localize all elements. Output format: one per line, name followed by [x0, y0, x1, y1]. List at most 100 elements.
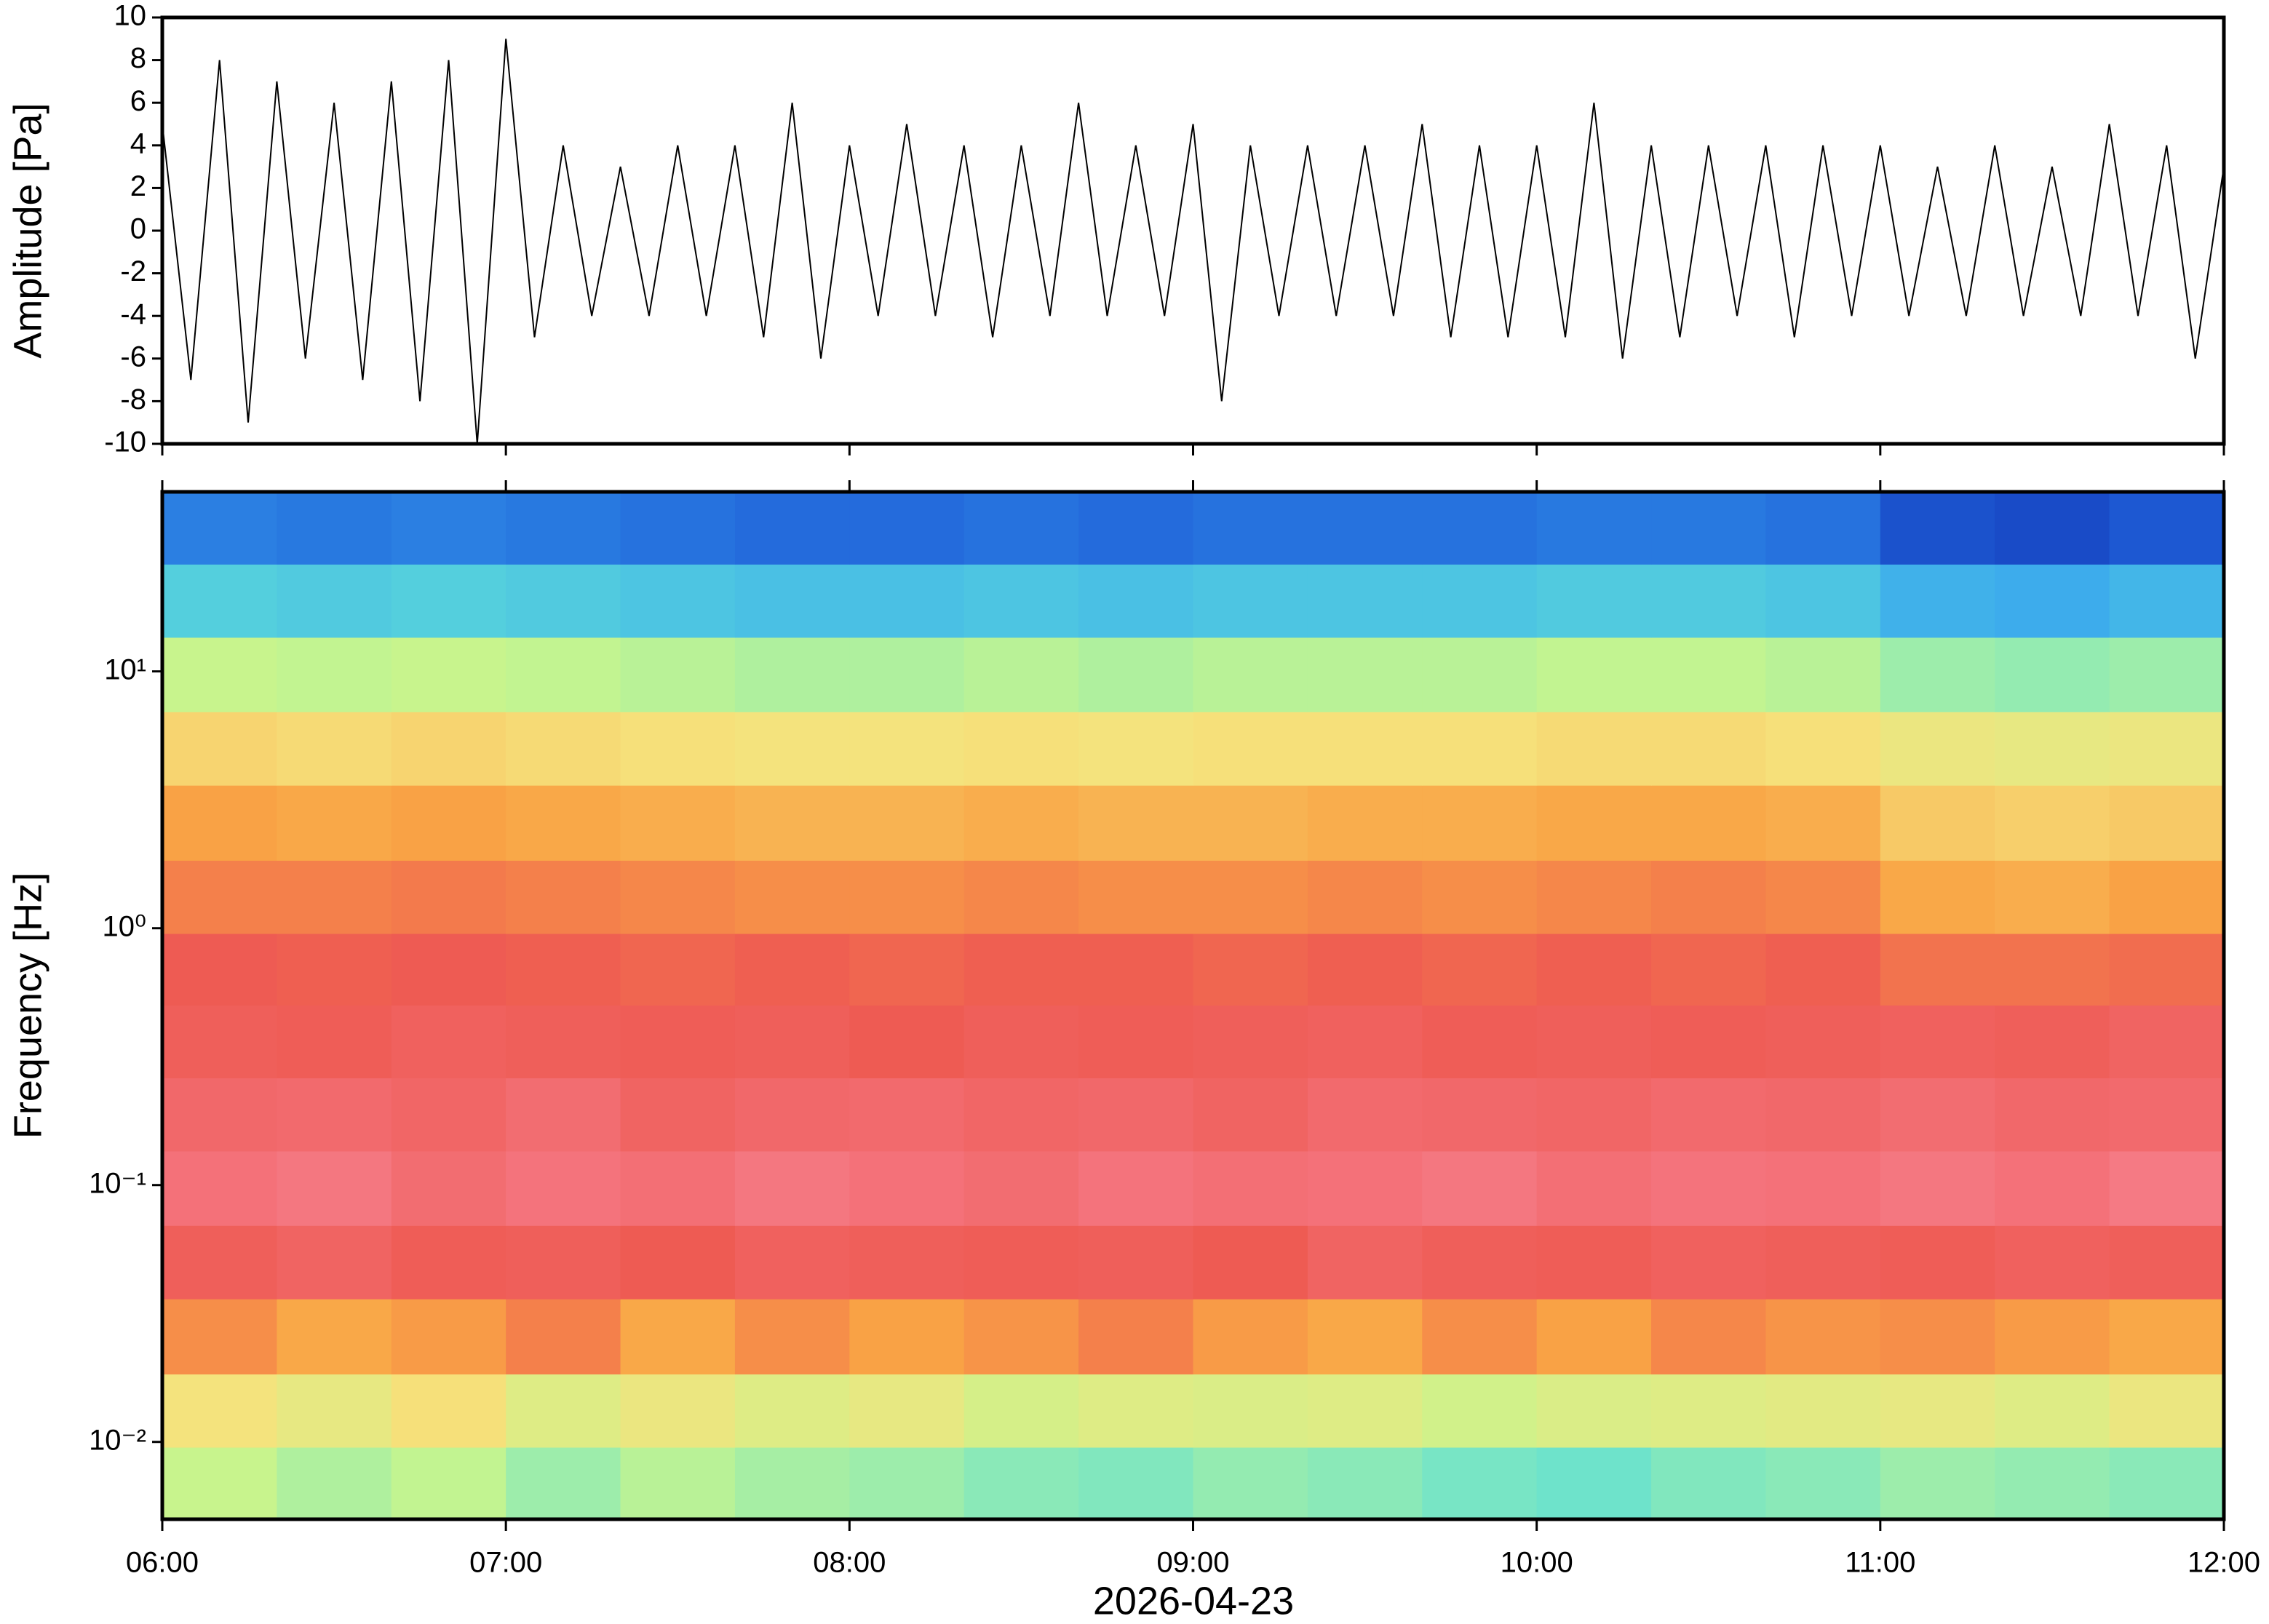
- spectrogram-cell: [1193, 860, 1308, 934]
- spectrogram-cell: [1536, 1446, 1652, 1520]
- spectrogram-cell: [1880, 1005, 1995, 1078]
- spectrogram-cell: [277, 860, 392, 934]
- spectrogram-cell: [506, 492, 621, 565]
- spectrogram-cell: [2109, 860, 2225, 934]
- spectrogram-cell: [1880, 860, 1995, 934]
- spectrogram-cell: [1651, 1005, 1767, 1078]
- plot-frame: [160, 15, 2226, 446]
- spectrogram-cell: [1307, 785, 1423, 861]
- spectrogram-cell: [1765, 1078, 1881, 1152]
- x-tick-label: 10:00: [1501, 1547, 1573, 1579]
- spectrogram-cell: [1765, 712, 1881, 786]
- spectrogram-cell: [849, 1299, 965, 1374]
- spectrogram-cell: [1651, 564, 1767, 638]
- spectrogram-cell: [1193, 785, 1308, 861]
- spectrogram-cell: [277, 712, 392, 786]
- spectrogram-cell: [1422, 1225, 1538, 1299]
- spectrogram-cell: [1765, 1005, 1881, 1078]
- spectrogram-cell: [734, 1005, 850, 1078]
- spectrogram-cell: [1193, 1225, 1308, 1299]
- spectrogram-cell: [277, 1299, 392, 1374]
- spectrogram-cell: [162, 712, 277, 786]
- spectrogram-cell: [1651, 860, 1767, 934]
- x-tick-label: 09:00: [1156, 1547, 1229, 1579]
- spectrogram-cell: [277, 1374, 392, 1448]
- spectrogram-cell: [734, 637, 850, 712]
- spectrogram-cell: [506, 1078, 621, 1152]
- y-tick-label: 10¹: [104, 653, 146, 685]
- spectrogram-cell: [2109, 637, 2225, 712]
- spectrogram-cell: [1651, 933, 1767, 1006]
- spectrogram-cell: [1193, 712, 1308, 786]
- spectrogram-cell: [506, 712, 621, 786]
- spectrogram-cell: [277, 785, 392, 861]
- spectrogram-cell: [1765, 933, 1881, 1006]
- spectrogram-cell: [963, 860, 1079, 934]
- spectrogram-cell: [1536, 564, 1652, 638]
- spectrogram-cell: [2109, 933, 2225, 1006]
- spectrogram-cell: [1422, 1078, 1538, 1152]
- spectrogram-cell: [1078, 492, 1194, 565]
- spectrogram-cell: [506, 564, 621, 638]
- spectrogram-cell: [1765, 1374, 1881, 1448]
- spectrogram-cell: [1651, 1150, 1767, 1226]
- spectrogram-cell: [1422, 933, 1538, 1006]
- y-tick-label: 10⁰: [102, 910, 146, 942]
- spectrogram-cell: [391, 1005, 506, 1078]
- spectrogram-cell: [963, 1446, 1079, 1520]
- spectrogram-cell: [1995, 933, 2110, 1006]
- spectrogram-cell: [849, 785, 965, 861]
- spectrogram-cell: [391, 785, 506, 861]
- spectrogram-cell: [734, 1299, 850, 1374]
- spectrogram-cell: [849, 1005, 965, 1078]
- x-tick-label: 11:00: [1845, 1547, 1915, 1579]
- spectrogram-cell: [1193, 637, 1308, 712]
- spectrogram-cell: [2109, 1005, 2225, 1078]
- spectrogram-cell: [506, 1374, 621, 1448]
- spectrogram-cell: [1880, 712, 1995, 786]
- spectrogram-cell: [506, 637, 621, 712]
- spectrogram-cell: [1880, 492, 1995, 565]
- spectrogram-cell: [1193, 1005, 1308, 1078]
- spectrogram-cell: [1193, 1446, 1308, 1520]
- spectrogram-cell: [734, 492, 850, 565]
- spectrogram-cell: [1995, 1299, 2110, 1374]
- spectrogram-cell: [849, 1225, 965, 1299]
- spectrogram-cell: [1422, 712, 1538, 786]
- y-tick-label: 10⁻²: [89, 1424, 146, 1456]
- spectrogram-cell: [1422, 1005, 1538, 1078]
- spectrogram-cell: [1422, 1150, 1538, 1226]
- spectrogram-cell: [1995, 1225, 2110, 1299]
- spectrogram-cell: [1765, 637, 1881, 712]
- spectrogram-cell: [1536, 933, 1652, 1006]
- spectrogram-cell: [620, 1078, 736, 1152]
- spectrogram-cell: [1651, 1299, 1767, 1374]
- spectrogram-cell: [1651, 1374, 1767, 1448]
- spectrogram-cell: [849, 712, 965, 786]
- spectrogram-cell: [1536, 637, 1652, 712]
- spectrogram-cell: [2109, 492, 2225, 565]
- spectrogram-cell: [1078, 785, 1194, 861]
- spectrogram-cell: [1193, 492, 1308, 565]
- spectrogram-cell: [2109, 1078, 2225, 1152]
- spectrogram-cell: [963, 1299, 1079, 1374]
- spectrogram-cell: [1880, 933, 1995, 1006]
- spectrogram-cell: [1536, 1374, 1652, 1448]
- y-tick-label: -8: [120, 383, 146, 415]
- spectrogram-cell: [1193, 1299, 1308, 1374]
- spectrogram-cell: [1536, 712, 1652, 786]
- spectrogram-cell: [277, 1005, 392, 1078]
- spectrogram-cell: [1536, 492, 1652, 565]
- spectrogram-cell: [963, 1005, 1079, 1078]
- spectrogram-cell: [162, 785, 277, 861]
- spectrogram-cell: [1307, 860, 1423, 934]
- spectrogram-cell: [506, 1005, 621, 1078]
- spectrogram-cell: [391, 492, 506, 565]
- spectrogram-cell: [506, 1446, 621, 1520]
- spectrogram-cell: [734, 1225, 850, 1299]
- x-tick-label: 06:00: [126, 1547, 199, 1579]
- spectrogram-cell: [620, 1374, 736, 1448]
- spectrogram-cell: [162, 637, 277, 712]
- spectrogram-cell: [1651, 492, 1767, 565]
